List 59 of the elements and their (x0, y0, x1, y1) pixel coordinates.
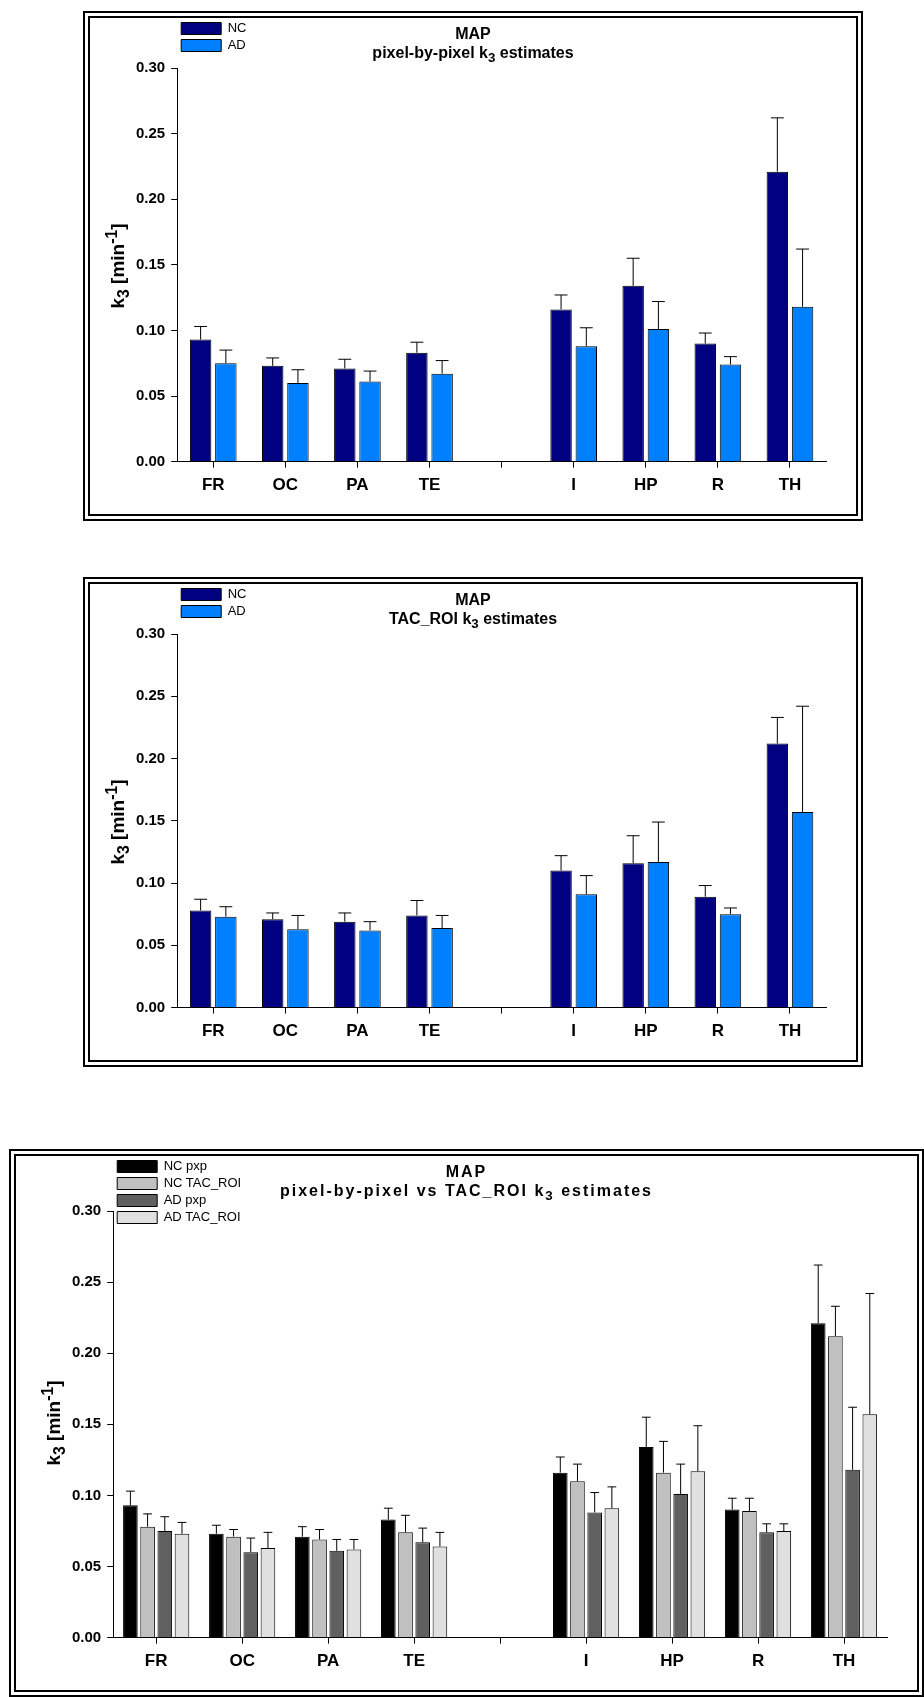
y-tick-label: 0.00 (71, 1627, 102, 1645)
y-tick-label: 0.10 (135, 873, 166, 891)
y-tick-label: 0.30 (71, 1201, 102, 1219)
y-tick-label: 0.20 (135, 748, 166, 766)
x-tick-label: OC (272, 475, 299, 495)
legend-label: AD pxp (163, 1192, 207, 1208)
x-tick-label: TE (418, 475, 441, 495)
y-tick-label: 0.25 (135, 686, 166, 704)
chart-title: MAP (445, 1163, 488, 1180)
chart-subtitle: pixel-by-pixel k$_{3}$ estimates (372, 44, 574, 66)
x-tick-label: TH (778, 1021, 802, 1041)
x-tick-label: TH (778, 475, 802, 495)
x-tick-label: HP (660, 1651, 684, 1671)
y-tick-label: 0.10 (135, 320, 166, 338)
x-tick-label: HP (633, 475, 658, 495)
y-tick-label: 0.30 (135, 624, 166, 642)
x-tick-label: TE (403, 1651, 425, 1671)
x-tick-label: PA (316, 1651, 340, 1671)
x-tick-label: PA (346, 475, 369, 495)
y-tick-label: 0.15 (71, 1414, 102, 1432)
x-tick-label: OC (272, 1021, 299, 1041)
y-tick-label: 0.05 (71, 1556, 102, 1574)
legend-label: AD (227, 37, 246, 53)
legend-label: NC (227, 586, 247, 602)
y-tick-label: 0.10 (71, 1485, 102, 1503)
x-tick-label: R (711, 475, 725, 495)
y-tick-label: 0.25 (71, 1272, 102, 1290)
y-tick-label: 0.20 (71, 1343, 102, 1361)
y-tick-label: 0.05 (135, 935, 166, 953)
y-tick-label: 0.30 (135, 58, 166, 76)
y-tick-label: 0.15 (135, 254, 166, 272)
legend-label: NC (227, 20, 247, 36)
x-tick-label: OC (229, 1651, 255, 1671)
x-tick-label: TE (418, 1021, 441, 1041)
x-tick-label: R (751, 1651, 765, 1671)
x-tick-label: TH (832, 1651, 856, 1671)
x-tick-label: HP (633, 1021, 658, 1041)
legend-label: NC pxp (163, 1158, 208, 1174)
x-tick-label: I (571, 475, 577, 495)
legend-label: AD (227, 603, 246, 619)
y-tick-label: 0.25 (135, 123, 166, 141)
chart-title: MAP (455, 25, 491, 42)
y-tick-label: 0.15 (135, 810, 166, 828)
x-tick-label: I (583, 1651, 589, 1671)
x-tick-label: I (571, 1021, 577, 1041)
x-tick-label: R (711, 1021, 725, 1041)
chart-title: MAP (455, 591, 491, 608)
x-tick-label: FR (144, 1651, 168, 1671)
chart-subtitle: pixel-by-pixel vs TAC_ROI k$_{3}$ estimates (279, 1182, 653, 1204)
y-tick-label: 0.05 (135, 386, 166, 404)
x-tick-label: FR (201, 1021, 225, 1041)
chart-subtitle: TAC_ROI k$_{3}$ estimates (388, 610, 558, 632)
y-tick-label: 0.20 (135, 189, 166, 207)
legend-label: AD TAC_ROI (163, 1209, 241, 1225)
y-tick-label: 0.00 (135, 997, 166, 1015)
legend-label: NC TAC_ROI (163, 1175, 242, 1191)
y-tick-label: 0.00 (135, 451, 166, 469)
x-tick-label: PA (346, 1021, 369, 1041)
x-tick-label: FR (201, 475, 225, 495)
